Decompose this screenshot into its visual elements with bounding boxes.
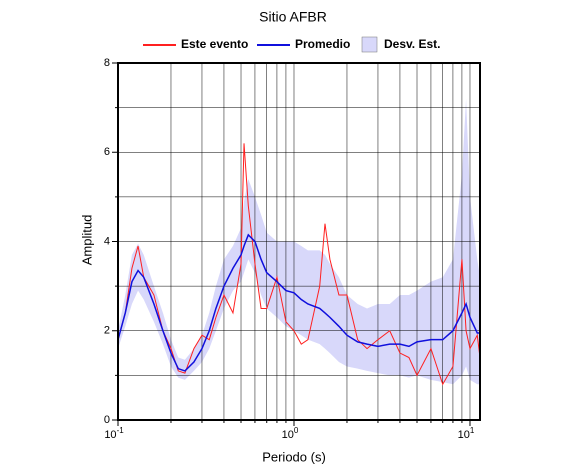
x-tick-label: 10-1 xyxy=(104,426,124,441)
x-axis-label: Periodo (s) xyxy=(262,449,326,464)
x-tick-label: 101 xyxy=(458,426,475,441)
x-tick-exponent: 0 xyxy=(294,426,299,435)
legend-label: Este evento xyxy=(181,37,248,51)
series-line xyxy=(117,233,480,372)
plot-frame xyxy=(117,62,481,421)
x-tick-base: 10 xyxy=(104,429,116,441)
x-tick-exponent: 1 xyxy=(470,426,475,435)
x-tick-label: 100 xyxy=(282,426,299,441)
std-band xyxy=(118,98,480,385)
y-tick-label: 0 xyxy=(104,414,110,426)
legend-swatch xyxy=(361,36,378,53)
x-tick-base: 10 xyxy=(282,429,294,441)
chart-title: Sitio AFBR xyxy=(259,9,327,25)
y-tick-label: 4 xyxy=(104,235,110,247)
legend-label: Desv. Est. xyxy=(384,37,440,51)
y-tick-label: 2 xyxy=(104,325,110,337)
y-tick-label: 8 xyxy=(104,57,110,69)
y-axis-label: Amplitud xyxy=(79,215,94,266)
x-tick-exponent: -1 xyxy=(117,426,125,435)
x-tick-base: 10 xyxy=(458,429,470,441)
y-tick-label: 6 xyxy=(104,146,110,158)
legend-label: Promedio xyxy=(295,37,350,51)
